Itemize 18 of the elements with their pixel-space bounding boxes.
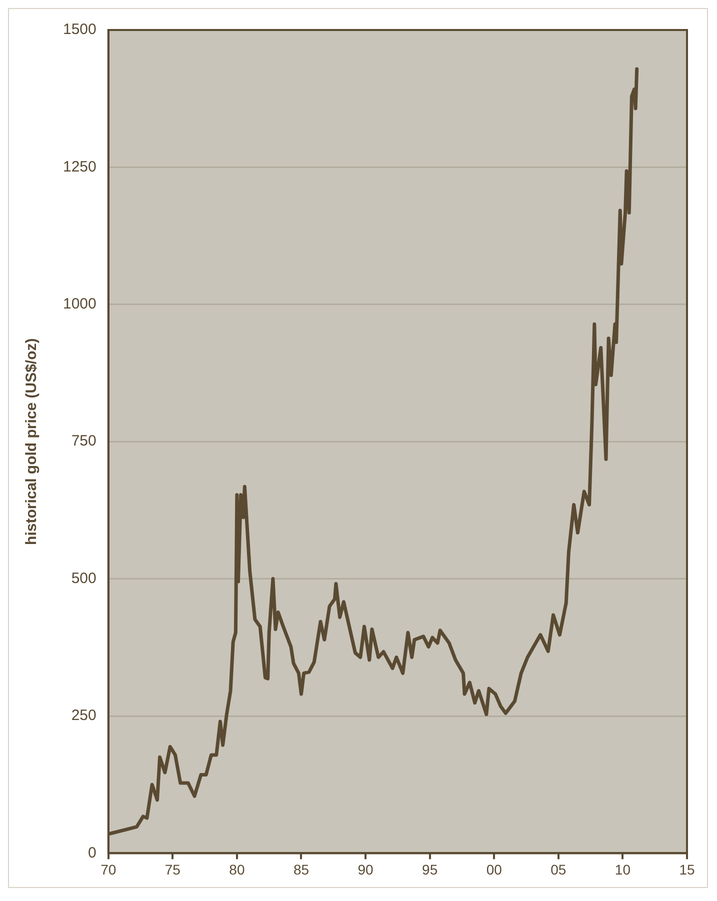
- x-tick-label: 70: [100, 861, 116, 878]
- y-tick-label: 0: [88, 844, 96, 862]
- x-tick-label: 85: [293, 861, 310, 878]
- x-tick-label: 80: [229, 861, 245, 878]
- x-tick-label: 10: [614, 861, 631, 878]
- y-axis-title: historical gold price (US$/oz): [23, 338, 40, 545]
- x-tick-label: 15: [679, 861, 695, 878]
- y-tick-label: 750: [71, 432, 96, 450]
- x-tick-label: 90: [358, 861, 374, 878]
- y-tick-label: 500: [71, 570, 96, 587]
- y-tick-label: 250: [71, 707, 96, 724]
- x-tick-label: 75: [164, 861, 181, 878]
- x-tick-label: 95: [422, 861, 438, 878]
- y-tick-label: 1000: [62, 296, 96, 313]
- y-tick-label: 1250: [62, 158, 96, 176]
- x-tick-label: 05: [550, 861, 566, 878]
- y-tick-label: 1500: [62, 21, 96, 38]
- x-tick-label: 00: [486, 861, 502, 878]
